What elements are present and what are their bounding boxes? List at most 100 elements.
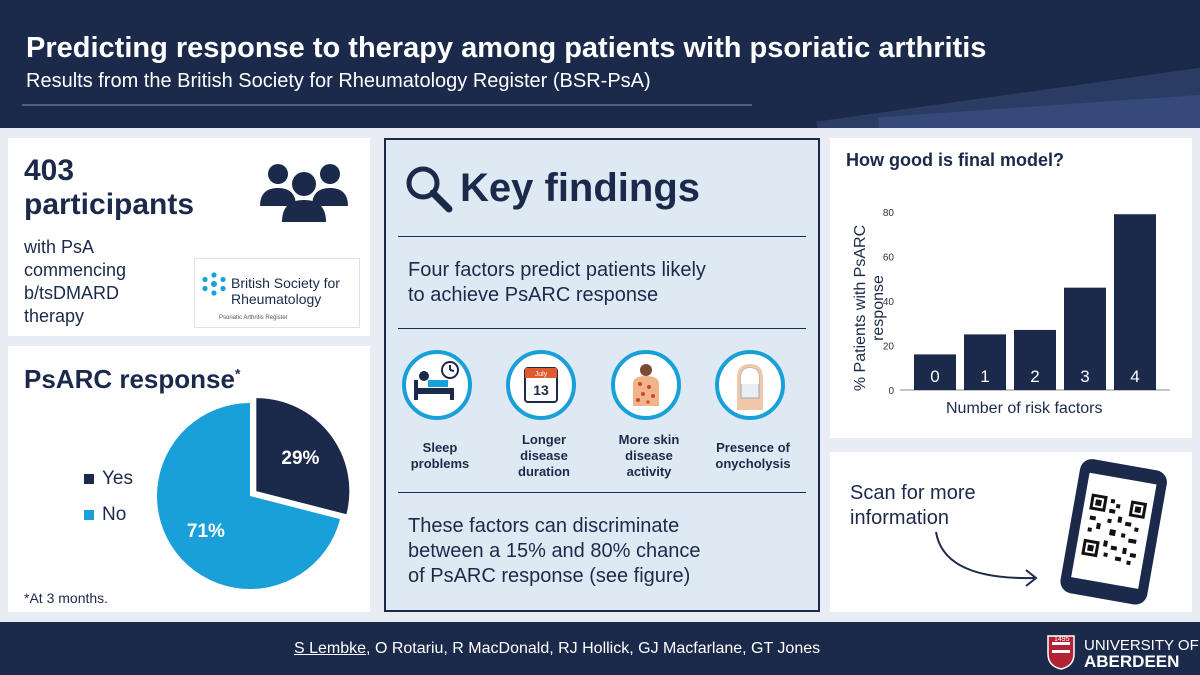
factor-label-line: Longer bbox=[521, 432, 567, 447]
university-logo: 1495 UNIVERSITY OF ABERDEEN bbox=[1054, 632, 1199, 671]
header-banner bbox=[0, 0, 1200, 128]
factor-icon-circle bbox=[402, 350, 472, 420]
factor-label-line: duration bbox=[518, 464, 570, 479]
y-tick-label: 80 bbox=[883, 208, 895, 219]
factor-label-line: disease bbox=[625, 448, 673, 463]
bar-category-label: 0 bbox=[930, 367, 939, 386]
magnifier-icon bbox=[406, 166, 453, 213]
scan-text-line: Scan for more bbox=[850, 482, 976, 504]
legend-item-no: No bbox=[84, 504, 126, 526]
bsr-name-line: British Society for bbox=[231, 275, 340, 291]
factor-label-line: disease bbox=[520, 448, 568, 463]
factor-label-line: Sleep bbox=[422, 440, 458, 455]
legend-swatch-yes bbox=[84, 474, 94, 484]
factor-label-sleep: Sleep problems bbox=[390, 440, 490, 472]
university-line2: ABERDEEN bbox=[1084, 652, 1180, 671]
university-year: 1495 bbox=[1054, 636, 1070, 643]
description-line: therapy bbox=[24, 306, 85, 326]
psarc-title-mark: * bbox=[234, 365, 241, 382]
divider bbox=[398, 236, 806, 237]
key-findings-intro: Four factors predict patients likely to … bbox=[408, 258, 706, 308]
factor-label-line: problems bbox=[410, 456, 470, 471]
participant-description: with PsA commencing b/tsDMARD therapy bbox=[24, 236, 174, 328]
model-bar-chart: 0 20 40 60 80 0 1 2 3 4 bbox=[883, 208, 1170, 397]
fingernail-icon bbox=[737, 364, 763, 410]
calendar-icon: July 13 bbox=[524, 367, 558, 403]
description-line: with PsA bbox=[24, 237, 95, 257]
psarc-pie-chart: 29% 71% bbox=[156, 398, 350, 589]
bar-1 bbox=[964, 334, 1006, 390]
title-divider bbox=[22, 104, 752, 106]
bed-clock-icon bbox=[414, 361, 459, 400]
factor-label-skin: More skin disease activity bbox=[599, 432, 699, 480]
university-crest-icon bbox=[1047, 635, 1075, 670]
conclusion-line: of PsARC response (see figure) bbox=[408, 565, 691, 587]
pie-slice-yes bbox=[256, 398, 350, 515]
legend-label: Yes bbox=[102, 468, 133, 489]
first-author: S Lembke bbox=[294, 640, 367, 657]
other-authors: , O Rotariu, R MacDonald, RJ Hollick, GJ… bbox=[366, 640, 821, 657]
bar-category-label: 4 bbox=[1130, 367, 1139, 386]
factor-label-duration: Longer disease duration bbox=[494, 432, 594, 480]
intro-line: Four factors predict patients likely bbox=[408, 259, 706, 281]
bar-2 bbox=[1014, 329, 1056, 390]
pie-label: 71% bbox=[187, 521, 225, 542]
y-tick-label: 60 bbox=[883, 253, 895, 264]
legend-label: No bbox=[102, 504, 127, 525]
calendar-month: July bbox=[535, 371, 548, 378]
bsr-star-icon bbox=[202, 272, 226, 296]
pie-slice-no bbox=[156, 403, 341, 589]
y-tick-label: 20 bbox=[883, 342, 895, 353]
bsr-logo: British Society for Rheumatology Psoriat… bbox=[194, 258, 360, 328]
factor-label-onycholysis: Presence of onycholysis bbox=[703, 440, 803, 472]
y-tick-label: 40 bbox=[883, 297, 895, 308]
intro-line: to achieve PsARC response bbox=[408, 284, 659, 306]
bar-category-label: 3 bbox=[1080, 367, 1089, 386]
y-tick-label: 0 bbox=[888, 386, 894, 397]
footnote: *At 3 months. bbox=[24, 590, 109, 606]
divider bbox=[398, 328, 806, 329]
description-line: commencing bbox=[24, 260, 127, 280]
chart-x-axis-label: Number of risk factors bbox=[946, 400, 1103, 417]
psarc-title-text: PsARC response bbox=[24, 364, 235, 394]
chart-title: How good is final model? bbox=[846, 150, 1064, 170]
bar-category-label: 1 bbox=[980, 367, 989, 386]
legend-swatch-no bbox=[84, 510, 94, 520]
footer-bar bbox=[0, 622, 1200, 675]
factor-icon-circle bbox=[715, 350, 785, 420]
bar-0 bbox=[914, 354, 956, 390]
skin-rash-icon bbox=[633, 364, 659, 406]
factor-label-line: onycholysis bbox=[715, 456, 791, 471]
page-subtitle: Results from the British Society for Rhe… bbox=[26, 70, 651, 92]
divider bbox=[398, 492, 806, 493]
factor-label-line: Presence of bbox=[716, 440, 790, 455]
factor-label-line: activity bbox=[626, 464, 672, 479]
bar-4 bbox=[1114, 214, 1156, 390]
description-line: b/tsDMARD bbox=[24, 283, 120, 303]
key-findings-title: Key findings bbox=[460, 166, 701, 210]
university-line1: UNIVERSITY OF bbox=[1084, 637, 1199, 654]
people-group-icon bbox=[260, 164, 348, 222]
factor-icon-circle bbox=[611, 350, 681, 420]
conclusion-line: These factors can discriminate bbox=[408, 515, 680, 537]
bsr-name-line: Rheumatology bbox=[231, 291, 322, 307]
bar-3 bbox=[1064, 287, 1106, 390]
pie-label: 29% bbox=[281, 448, 319, 469]
author-list: S Lembke, O Rotariu, R MacDonald, RJ Hol… bbox=[294, 640, 820, 658]
phone-qr-icon bbox=[1060, 459, 1167, 605]
scan-arrow-icon bbox=[935, 531, 1038, 587]
key-findings-conclusion: These factors can discriminate between a… bbox=[408, 514, 700, 589]
factor-icon-circle: July 13 bbox=[506, 350, 576, 420]
factor-label-line: More skin bbox=[618, 432, 680, 447]
scan-text-line: information bbox=[850, 507, 949, 529]
bsr-name: British Society for Rheumatology bbox=[231, 275, 340, 307]
participant-word: participants bbox=[24, 188, 195, 221]
bsr-register-name: Psoriatic Arthritis Register bbox=[219, 315, 288, 321]
page-title: Predicting response to therapy among pat… bbox=[26, 32, 987, 64]
legend-item-yes: Yes bbox=[84, 468, 133, 490]
calendar-day: 13 bbox=[533, 382, 549, 398]
scan-text: Scan for more information bbox=[850, 481, 976, 531]
conclusion-line: between a 15% and 80% chance bbox=[408, 540, 701, 562]
psarc-title: PsARC response* bbox=[24, 364, 240, 395]
participant-count: 403 bbox=[24, 154, 75, 187]
